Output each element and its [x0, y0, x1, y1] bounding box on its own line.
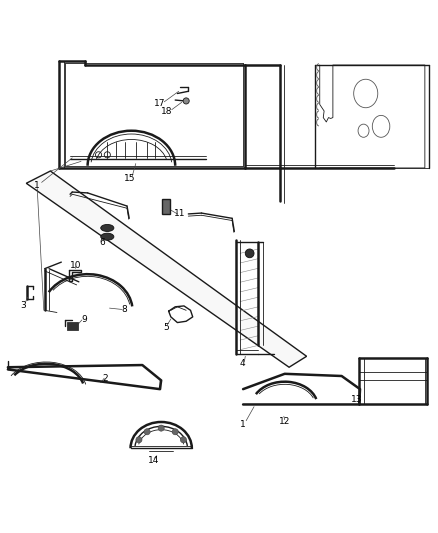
Text: 18: 18 [161, 107, 172, 116]
Text: 3: 3 [20, 301, 26, 310]
Text: 17: 17 [154, 99, 165, 108]
Text: 5: 5 [163, 324, 170, 332]
Text: 10: 10 [70, 261, 81, 270]
Text: 13: 13 [351, 395, 363, 403]
Text: 9: 9 [81, 316, 87, 325]
Text: 6: 6 [99, 238, 105, 247]
Text: 1: 1 [34, 181, 40, 190]
Text: 14: 14 [148, 456, 159, 465]
Circle shape [172, 429, 178, 435]
Text: 11: 11 [174, 209, 185, 219]
Ellipse shape [101, 233, 114, 240]
Text: 2: 2 [102, 374, 108, 383]
FancyBboxPatch shape [162, 199, 170, 214]
Text: 4: 4 [240, 359, 245, 368]
Circle shape [144, 429, 150, 435]
Polygon shape [26, 171, 307, 367]
Text: 15: 15 [124, 174, 135, 183]
Circle shape [158, 425, 164, 431]
Text: 12: 12 [279, 417, 290, 426]
Circle shape [183, 98, 189, 104]
Text: 1: 1 [240, 419, 246, 429]
Circle shape [136, 437, 142, 443]
Text: 8: 8 [121, 305, 127, 314]
FancyBboxPatch shape [67, 322, 78, 330]
Circle shape [180, 437, 187, 443]
Ellipse shape [101, 224, 114, 231]
Ellipse shape [245, 249, 254, 258]
